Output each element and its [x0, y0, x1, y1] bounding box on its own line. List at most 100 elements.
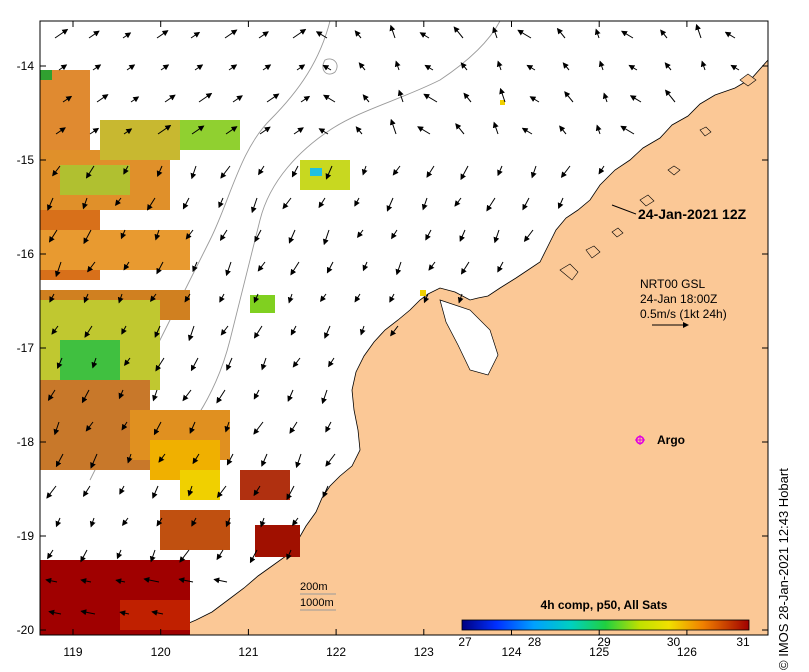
current-vector-arrow: [288, 229, 296, 244]
current-vector-arrow: [595, 124, 602, 135]
current-vector-arrow: [287, 389, 294, 402]
current-vector-arrow: [492, 26, 498, 39]
current-vector-arrow: [191, 517, 197, 527]
lon-tick-label: 121: [238, 645, 258, 659]
current-vector-arrow: [156, 30, 169, 39]
current-vector-arrow: [629, 95, 642, 103]
current-vector-arrow: [357, 229, 364, 238]
current-vector-arrow: [253, 389, 260, 400]
current-vector-arrow: [454, 197, 462, 207]
current-vector-arrow: [51, 325, 59, 335]
current-vector-arrow: [164, 94, 176, 103]
current-vector-arrow: [119, 485, 125, 495]
current-vector-arrow: [354, 293, 361, 303]
lat-tick-label: -19: [17, 529, 35, 543]
current-source-label: NRT00 GSL: [640, 277, 705, 291]
lat-tick-label: -14: [17, 59, 35, 73]
current-vector-arrow: [157, 124, 172, 135]
current-vector-arrow: [80, 549, 88, 563]
current-vector-arrow: [529, 96, 540, 103]
current-vector-arrow: [290, 261, 300, 276]
current-vector-arrow: [53, 421, 60, 436]
colorbar-ticks: 27 28 29 30 31: [458, 635, 750, 649]
current-vector-arrow: [185, 229, 194, 240]
current-vector-arrow: [320, 293, 327, 303]
current-vector-arrow: [160, 64, 170, 71]
current-vector-arrow: [660, 29, 668, 39]
current-vector-arrow: [190, 165, 197, 180]
current-vector-arrow: [83, 293, 90, 304]
current-vector-arrow: [226, 453, 234, 466]
current-vector-arrow: [83, 229, 92, 245]
current-vector-arrow: [258, 165, 265, 176]
current-vector-arrow: [453, 26, 464, 39]
current-vector-arrow: [293, 127, 304, 135]
current-vector-arrow: [182, 389, 192, 402]
coastal-islands: [559, 73, 757, 281]
current-vector-arrow: [266, 93, 280, 103]
current-vector-arrow: [463, 92, 472, 103]
current-vector-arrow: [424, 64, 434, 71]
current-vector-arrow: [81, 389, 90, 404]
current-vector-arrow: [226, 357, 233, 371]
current-vector-arrow: [594, 28, 601, 39]
colorbar-tick-label: 29: [597, 635, 611, 649]
current-vector-arrow: [460, 261, 470, 275]
current-vector-arrow: [521, 127, 533, 135]
current-vector-arrow: [85, 165, 95, 179]
current-vector-arrow: [121, 517, 129, 527]
current-vector-arrow: [253, 293, 260, 304]
current-vector-arrow: [354, 30, 362, 39]
current-vector-arrow: [150, 293, 157, 303]
current-vector-arrow: [192, 453, 200, 465]
current-vector-arrow: [154, 325, 161, 338]
current-vector-arrow: [628, 64, 638, 71]
current-vector-arrow: [121, 421, 128, 431]
current-vector-arrow: [253, 421, 264, 435]
current-vector-arrow: [289, 421, 298, 434]
longitude-axis: 119 120 121 122 123 124 125 126: [63, 21, 697, 659]
colorbar-tick-label: 27: [458, 635, 472, 649]
current-vector-arrow: [394, 60, 401, 71]
current-vector-arrow: [47, 389, 56, 401]
current-vector-arrow: [88, 30, 100, 39]
colorbar-tick-label: 30: [667, 635, 681, 649]
lon-tick-label: 123: [414, 645, 434, 659]
current-vector-arrow: [389, 118, 397, 135]
current-vector-arrow: [362, 94, 370, 103]
current-vector-arrow: [562, 62, 570, 71]
current-vector-arrow: [250, 197, 258, 214]
current-vector-arrow: [126, 64, 136, 71]
current-vector-arrow: [282, 197, 292, 210]
current-vector-arrow: [602, 92, 609, 103]
current-vector-arrow: [120, 229, 127, 240]
current-vector-arrow: [493, 229, 500, 244]
current-vector-arrow: [425, 229, 432, 241]
current-vector-arrow: [47, 197, 54, 211]
current-vector-arrow: [326, 261, 334, 274]
land-australia: [119, 59, 768, 635]
current-vector-arrow: [497, 261, 504, 273]
current-vector-arrow: [598, 165, 605, 175]
current-vector-arrow: [325, 453, 336, 467]
current-vector-arrow: [497, 165, 503, 177]
current-vector-arrow: [517, 29, 532, 39]
current-vector-arrow: [225, 261, 232, 277]
current-vector-arrow: [259, 126, 271, 135]
current-vector-arrow: [556, 27, 566, 39]
current-vector-arrow: [179, 549, 190, 563]
current-vector-arrow: [315, 31, 328, 39]
current-vector-arrow: [322, 64, 332, 71]
current-vector-arrow: [58, 64, 68, 71]
current-vector-arrow: [82, 485, 91, 497]
current-vector-arrow: [123, 165, 129, 175]
current-vector-arrow: [286, 549, 292, 561]
current-vector-arrow: [292, 517, 299, 527]
current-vector-arrow: [130, 96, 140, 103]
current-vector-arrow: [158, 453, 166, 463]
current-vector-arrow: [423, 93, 438, 103]
lon-tick-label: 122: [326, 645, 346, 659]
current-vector-arrow: [391, 229, 398, 240]
current-vector-arrow: [191, 125, 205, 135]
credit-text: IMOS 28-Jan-2021 12:43 Hobart: [776, 468, 791, 657]
